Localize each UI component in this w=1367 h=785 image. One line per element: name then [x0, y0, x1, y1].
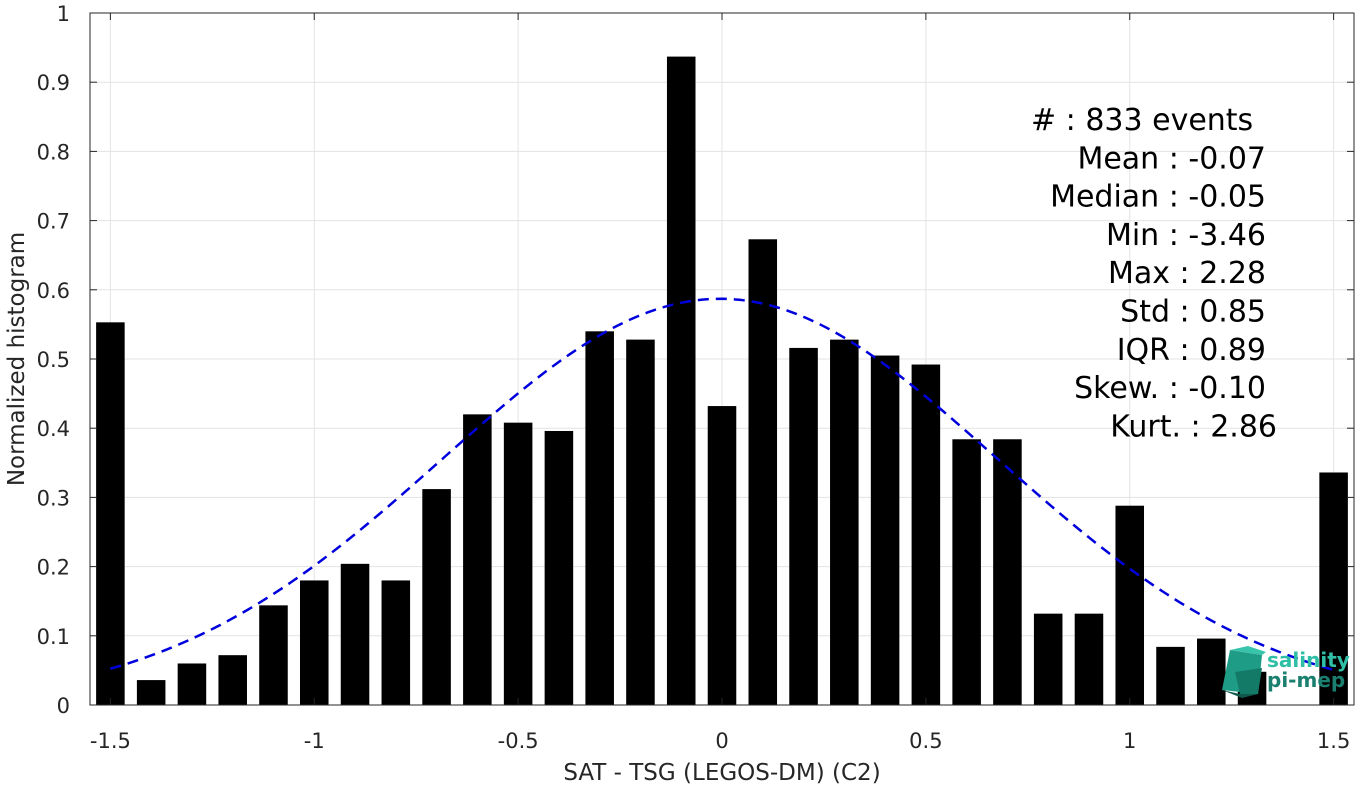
logo-text-pimep: pi-mep	[1267, 668, 1345, 692]
histogram-bar	[544, 430, 574, 705]
x-tick-label: 1.5	[1317, 729, 1350, 753]
x-tick-label: 0	[715, 729, 728, 753]
y-tick-label: 0.2	[37, 556, 70, 580]
histogram-bar	[830, 339, 859, 705]
x-tick-label: -0.5	[498, 729, 539, 753]
y-tick-labels: 0 0.1 0.2 0.3 0.4 0.5 0.6 0.7 0.8 0.9 1	[37, 2, 70, 718]
stat-line: # : 833 events	[1031, 103, 1253, 138]
logo-emblem-icon	[1222, 646, 1266, 698]
histogram-bar	[1033, 613, 1063, 705]
y-tick-label: 0.8	[37, 140, 70, 164]
salinity-pimep-logo: salinity pi-mep	[1222, 646, 1350, 698]
y-tick-label: 0.4	[37, 417, 70, 441]
histogram-bar	[218, 655, 247, 705]
histogram-bar	[993, 439, 1022, 705]
stat-line: Std : 0.85	[1120, 295, 1266, 330]
histogram-bar	[870, 355, 900, 705]
x-axis-title: SAT - TSG (LEGOS-DM) (C2)	[563, 760, 880, 785]
histogram-bars	[96, 56, 1348, 705]
histogram-bar	[177, 663, 207, 705]
y-tick-label: 0.7	[37, 210, 70, 234]
histogram-bar	[1156, 646, 1185, 705]
x-tick-labels: -1.5 -1 -0.5 0 0.5 1 1.5	[90, 729, 1350, 753]
x-tick-label: -1.5	[90, 729, 131, 753]
histogram-bar	[707, 406, 737, 705]
x-tick-label: -1	[304, 729, 325, 753]
histogram-bar	[1074, 613, 1104, 705]
histogram-bar	[463, 414, 492, 705]
y-tick-label: 1	[57, 2, 70, 26]
stat-line: IQR : 0.89	[1117, 333, 1266, 368]
y-tick-label: 0.6	[37, 279, 70, 303]
histogram-bar	[299, 580, 329, 705]
stat-line: Median : -0.05	[1050, 180, 1266, 215]
histogram-bar	[381, 580, 411, 705]
stat-line: Mean : -0.07	[1077, 141, 1266, 176]
histogram-bar	[136, 680, 166, 705]
stat-line: Max : 2.28	[1108, 256, 1266, 291]
stat-line: Kurt. : 2.86	[1110, 409, 1277, 444]
y-tick-label: 0	[57, 694, 70, 718]
histogram-bar	[748, 239, 778, 705]
axis-ticks	[90, 12, 1354, 706]
y-tick-label: 0.3	[37, 486, 70, 510]
histogram-bar	[1115, 505, 1145, 705]
histogram-bar	[626, 339, 655, 705]
y-tick-label: 0.5	[37, 348, 70, 372]
y-axis-title: Normalized histogram	[4, 232, 30, 486]
histogram-bar	[666, 56, 696, 705]
y-tick-label: 0.1	[37, 625, 70, 649]
x-tick-label: 0.5	[909, 729, 942, 753]
histogram-bar	[96, 322, 125, 705]
histogram-bar	[789, 347, 818, 705]
normal-fit-curve	[110, 297, 1334, 672]
histogram-bar	[422, 489, 451, 705]
stat-line: Skew. : -0.10	[1074, 371, 1266, 406]
histogram-bar	[952, 439, 981, 705]
histogram-bar	[911, 364, 941, 705]
x-tick-label: 1	[1123, 729, 1136, 753]
stat-line: Min : -3.46	[1106, 218, 1266, 253]
histogram-bar	[340, 563, 370, 705]
y-tick-label: 0.9	[37, 71, 70, 95]
histogram-bar	[1197, 638, 1226, 705]
logo-text-salinity: salinity	[1267, 648, 1350, 672]
histogram-bar	[503, 422, 533, 705]
histogram-bar	[585, 331, 614, 705]
histogram-bar	[259, 605, 288, 705]
